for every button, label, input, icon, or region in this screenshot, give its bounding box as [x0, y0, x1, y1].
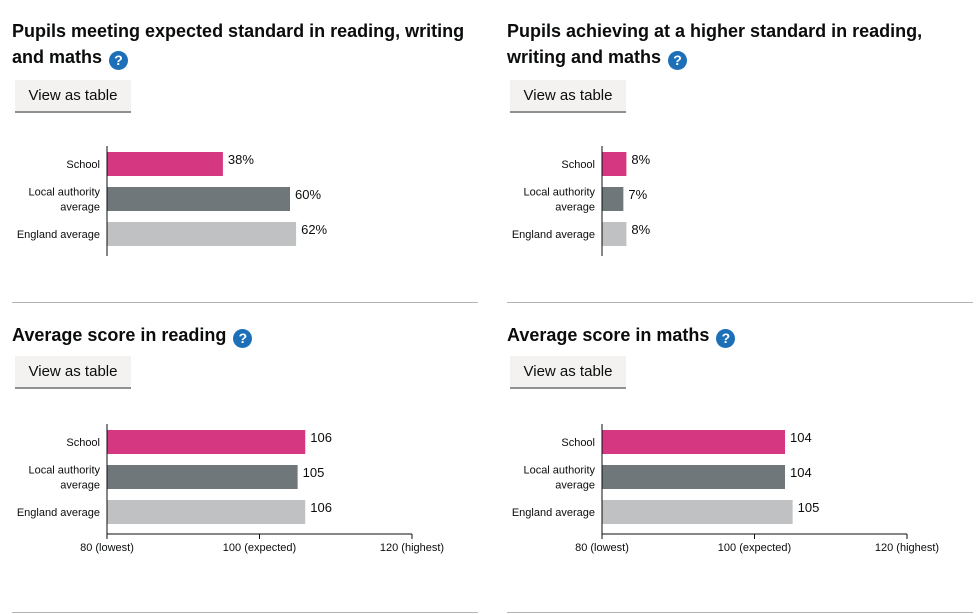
- chart-title: Average score in maths ?: [507, 322, 973, 348]
- chart-title: Pupils achieving at a higher standard in…: [507, 21, 923, 70]
- value-label: 8%: [631, 222, 650, 237]
- x-tick-label: 120 (highest): [875, 542, 939, 554]
- value-label: 106: [310, 430, 332, 445]
- chart-panel-expected-standard: Pupils meeting expected standard in read…: [12, 18, 478, 298]
- x-tick-label: 80 (lowest): [575, 542, 629, 554]
- category-label: School: [561, 437, 595, 449]
- value-label: 8%: [631, 152, 650, 167]
- bar-school: [602, 152, 627, 176]
- bar-school: [107, 152, 223, 176]
- section-divider: [507, 612, 973, 613]
- value-label: 104: [790, 430, 812, 445]
- bar-school: [107, 430, 306, 454]
- bar-local-authority: [602, 187, 624, 211]
- question-mark-icon[interactable]: ?: [668, 51, 688, 70]
- chart-title: Pupils meeting expected standard in read…: [12, 21, 465, 70]
- value-label: 38%: [228, 152, 254, 167]
- view-as-table-button[interactable]: View as table: [510, 356, 626, 389]
- bar-local-authority: [602, 465, 785, 489]
- bar-chart-reading-score: 106 School 105 Local authority average 106 Eng…: [17, 424, 444, 554]
- category-label: England average: [17, 229, 100, 241]
- value-label: 7%: [628, 187, 647, 202]
- bar-chart-maths-score: 104 School 104 Local authority average 105 Eng…: [512, 424, 939, 554]
- category-label: Local authority average: [28, 465, 100, 492]
- value-label: 105: [798, 500, 820, 515]
- chart-panel-higher-standard: Pupils achieving at a higher standard in…: [507, 18, 973, 298]
- x-tick-label: 100 (expected): [223, 542, 296, 554]
- category-label: England average: [512, 229, 595, 241]
- chart-panel-reading-score: Average score in reading ? View as table…: [12, 322, 478, 562]
- category-label: Local authority average: [523, 187, 595, 214]
- section-divider: [12, 302, 478, 303]
- value-label: 106: [310, 500, 332, 515]
- bar-england: [602, 222, 627, 246]
- category-label: School: [561, 159, 595, 171]
- bar-chart-expected-standard: 38% School 60% Local authority average 62% Eng…: [17, 146, 328, 256]
- section-divider: [12, 612, 478, 613]
- bar-school: [602, 430, 785, 454]
- value-label: 104: [790, 465, 812, 480]
- question-mark-icon[interactable]: ?: [233, 329, 253, 348]
- section-divider: [507, 302, 973, 303]
- x-tick-label: 100 (expected): [718, 542, 791, 554]
- category-label: Local authority average: [28, 187, 100, 214]
- view-as-table-button[interactable]: View as table: [15, 356, 131, 389]
- value-label: 105: [303, 465, 325, 480]
- x-tick-label: 120 (highest): [380, 542, 444, 554]
- bar-chart-higher-standard: 8% School 7% Local authority average 8% Englan…: [512, 146, 651, 256]
- category-label: England average: [512, 507, 595, 519]
- value-label: 60%: [295, 187, 321, 202]
- view-as-table-button[interactable]: View as table: [510, 80, 626, 113]
- bar-local-authority: [107, 187, 290, 211]
- bar-local-authority: [107, 465, 298, 489]
- chart-panel-maths-score: Average score in maths ? View as table 1…: [507, 322, 973, 562]
- bar-england: [602, 500, 793, 524]
- category-label: Local authority average: [523, 465, 595, 492]
- question-mark-icon[interactable]: ?: [109, 51, 129, 70]
- view-as-table-button[interactable]: View as table: [15, 80, 131, 113]
- bar-england: [107, 500, 306, 524]
- bar-england: [107, 222, 297, 246]
- value-label: 62%: [301, 222, 327, 237]
- x-tick-label: 80 (lowest): [80, 542, 134, 554]
- category-label: School: [66, 437, 100, 449]
- question-mark-icon[interactable]: ?: [716, 329, 736, 348]
- chart-title: Average score in reading ?: [12, 322, 478, 348]
- category-label: School: [66, 159, 100, 171]
- category-label: England average: [17, 507, 100, 519]
